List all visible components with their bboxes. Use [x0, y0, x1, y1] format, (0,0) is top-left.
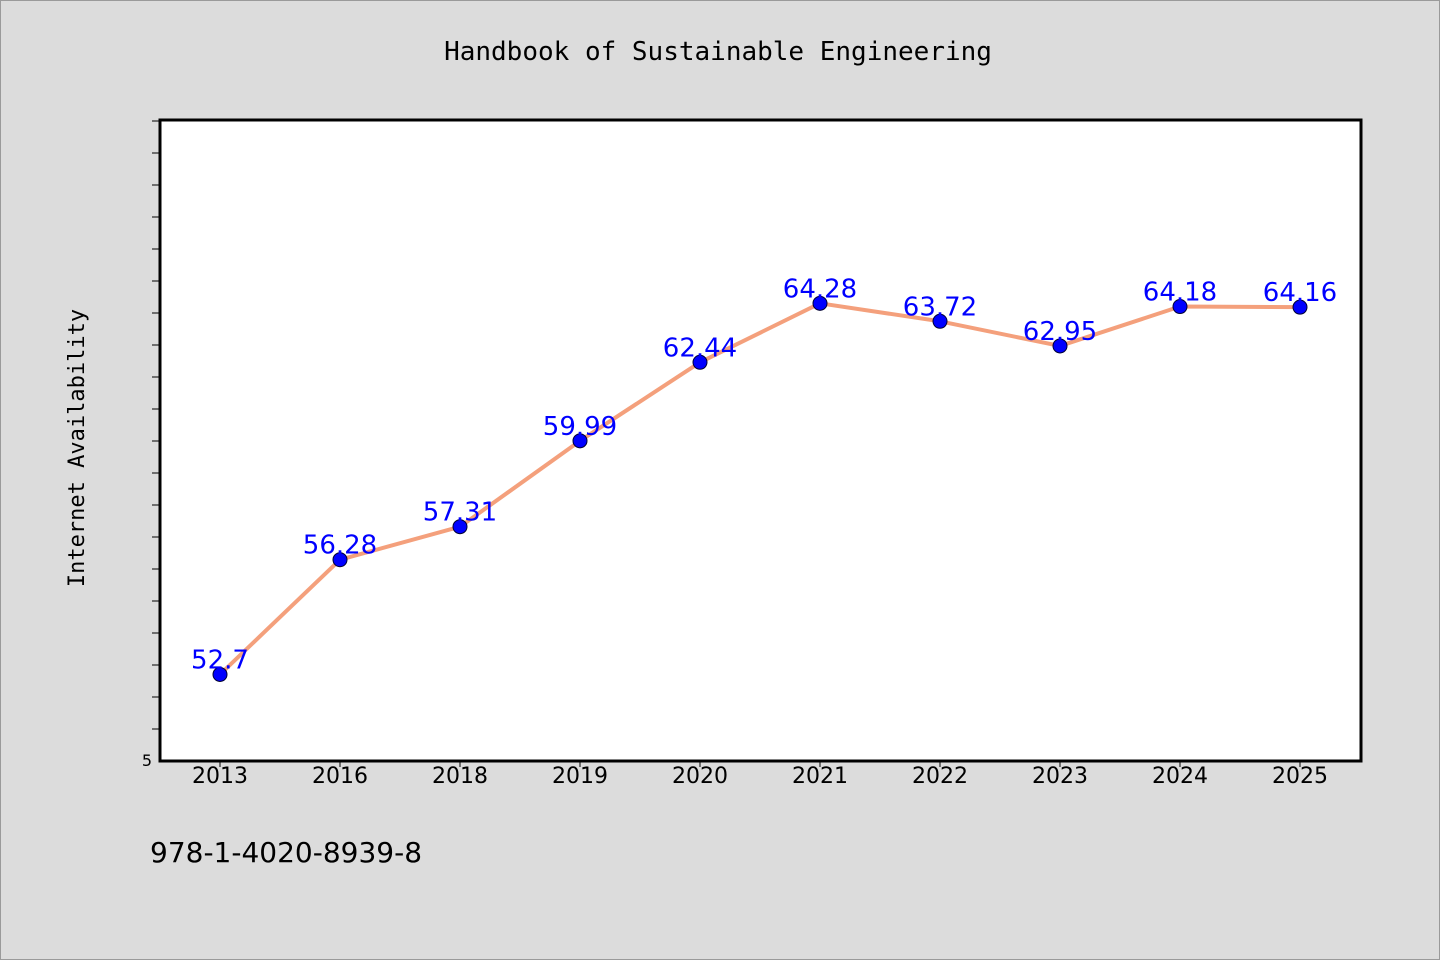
x-tick-label: 2013: [192, 764, 248, 789]
data-labels: 52.7 56.28 57.31 59.99 62.44 64.28 63.72 62.95 6…: [191, 274, 1337, 675]
series-line: [218, 301, 1302, 677]
x-tick-label: 2018: [432, 764, 488, 789]
data-label: 56.28: [303, 531, 377, 561]
x-tick-label: 2016: [312, 764, 368, 789]
chart-title: Handbook of Sustainable Engineering: [444, 37, 992, 67]
y-axis-label: Internet Availability: [65, 309, 90, 587]
series-markers: [212, 295, 1308, 682]
x-axis-tick-labels: 2013 2016 2018 2019 2020 2021 2022 2023 2024 2025: [192, 764, 1328, 789]
x-tick-label: 2020: [672, 764, 728, 789]
data-label: 64.18: [1143, 278, 1217, 308]
x-tick-label: 2025: [1272, 764, 1328, 789]
y-tick-label: 5: [142, 751, 152, 770]
data-point: [812, 295, 828, 311]
data-label: 64.16: [1263, 278, 1337, 308]
plot-frame: [158, 118, 1363, 763]
data-point: [1292, 299, 1308, 315]
x-tick-label: 2022: [912, 764, 968, 789]
data-label: 52.7: [191, 645, 249, 675]
plot-area: [160, 120, 1361, 761]
data-point: [572, 433, 588, 449]
x-tick-label: 2019: [552, 764, 608, 789]
data-point: [932, 313, 948, 329]
x-tick-label: 2023: [1032, 764, 1088, 789]
isbn-footer: 978-1-4020-8939-8: [150, 836, 422, 869]
data-label: 62.95: [1023, 317, 1097, 347]
data-label: 62.44: [663, 333, 737, 363]
data-label: 59.99: [543, 412, 617, 442]
data-label: 63.72: [903, 292, 977, 322]
data-point: [1052, 338, 1068, 354]
x-tick-label: 2021: [792, 764, 848, 789]
data-point: [332, 552, 348, 568]
data-point: [692, 354, 708, 370]
x-tick-label: 2024: [1152, 764, 1208, 789]
data-label: 64.28: [783, 274, 857, 304]
data-point: [212, 666, 228, 682]
data-point: [452, 519, 468, 535]
data-point: [1172, 299, 1188, 315]
data-label: 57.31: [423, 498, 497, 528]
